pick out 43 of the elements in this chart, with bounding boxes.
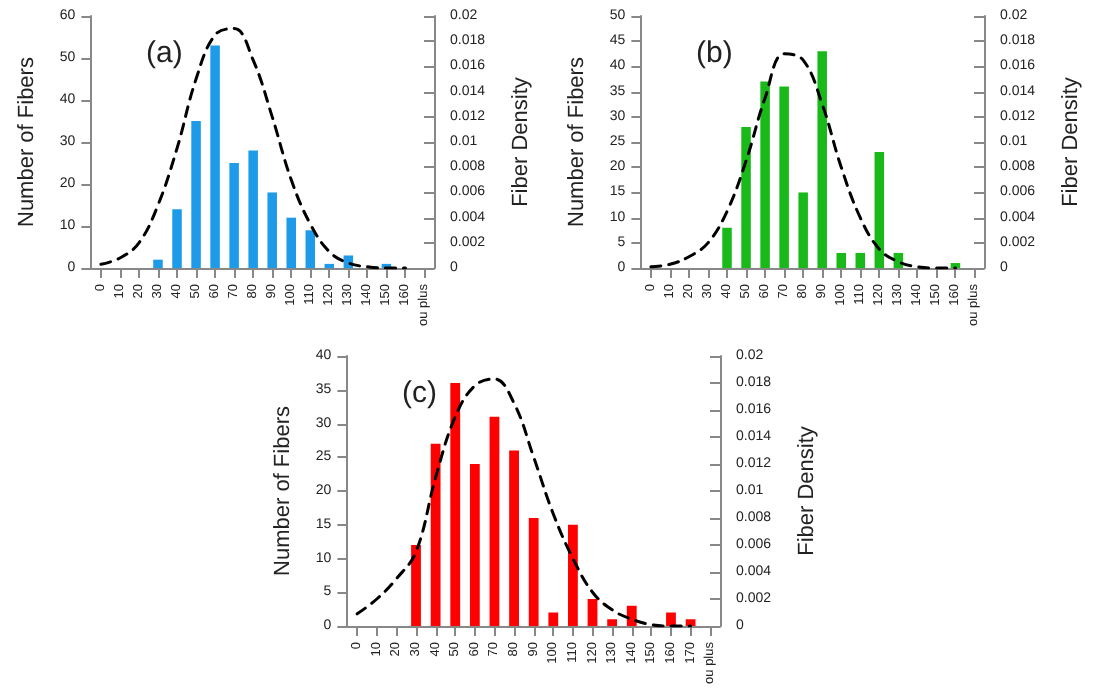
- bar: [430, 443, 441, 626]
- y-axis-title: Number of Fibers: [15, 56, 39, 228]
- bar: [210, 45, 220, 269]
- text: (c): [402, 376, 437, 410]
- bar: [509, 450, 519, 626]
- bar: [229, 163, 239, 269]
- y2-axis-title: Fiber Density: [509, 76, 533, 207]
- bar: [172, 209, 182, 269]
- line-series: [99, 27, 407, 270]
- y-axis-title: Number of Fibers: [565, 56, 589, 228]
- bar: [741, 126, 751, 269]
- bar: [760, 81, 770, 269]
- bar: [286, 217, 296, 269]
- line-series: [355, 377, 693, 628]
- text: (b): [696, 36, 733, 70]
- bar: [722, 227, 732, 269]
- bar: [817, 51, 827, 269]
- y-axis-title: Number of Fibers: [271, 405, 295, 576]
- bar: [248, 150, 258, 269]
- bar: [836, 252, 846, 269]
- bar: [191, 121, 201, 269]
- bar: [587, 599, 598, 626]
- bar: [489, 416, 500, 626]
- bar: [874, 152, 885, 269]
- bar: [626, 605, 637, 626]
- bar: [607, 619, 618, 626]
- bar: [528, 518, 539, 626]
- bar: [469, 464, 480, 626]
- bar: [153, 259, 163, 269]
- y2-axis-title: Fiber Density: [1059, 76, 1083, 207]
- bar: [305, 230, 316, 269]
- y2-axis-title: Fiber Density: [795, 425, 819, 556]
- bar: [855, 252, 866, 269]
- bar: [324, 263, 335, 269]
- bar: [568, 524, 578, 626]
- bar: [450, 383, 461, 626]
- bar: [267, 192, 277, 269]
- bar: [779, 86, 789, 269]
- bar: [548, 612, 559, 626]
- bar: [798, 192, 808, 269]
- bar: [411, 545, 421, 626]
- text: (a): [146, 36, 183, 70]
- bar: [666, 612, 676, 626]
